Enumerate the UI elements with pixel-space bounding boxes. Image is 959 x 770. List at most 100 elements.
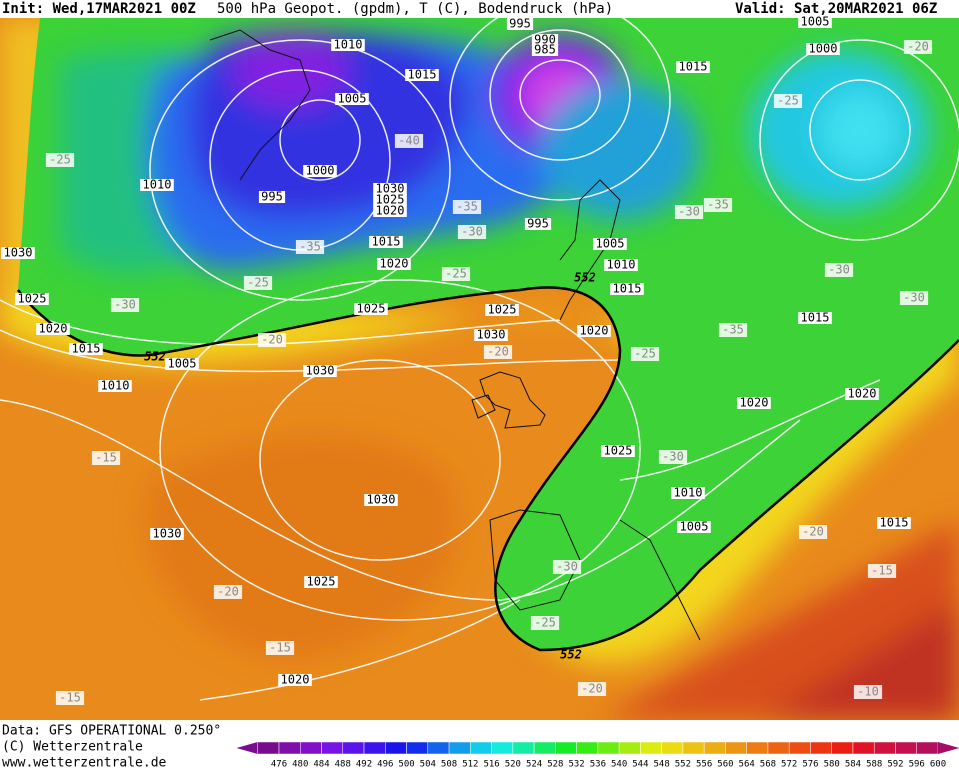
pressure-label-box — [474, 329, 508, 341]
header-bg — [0, 0, 959, 18]
pressure-label: 1020 — [740, 396, 769, 410]
pressure-label: 1020 — [580, 324, 609, 338]
colorbar-cell — [342, 741, 365, 755]
temperature-label-box — [674, 205, 704, 219]
pressure-label-box — [577, 325, 611, 337]
colorbar-cell — [831, 741, 854, 755]
colorbar-cell — [725, 741, 747, 755]
temperature-label: -30 — [828, 263, 850, 277]
pressure-label: 1025 — [307, 575, 336, 589]
temperature-label: -20 — [217, 585, 239, 599]
pressure-label-box — [806, 43, 840, 55]
temperature-label-box — [718, 323, 748, 337]
colorbar-label: 584 — [845, 760, 861, 770]
colorbar-label: 568 — [760, 760, 776, 770]
pressure-label: 1005 — [338, 92, 367, 106]
pressure-label-box — [69, 343, 103, 355]
map-title: 500 hPa Geopot. (gpdm), T (C), Bodendruc… — [217, 1, 613, 17]
map-field — [0, 18, 959, 720]
colorbar-cell — [385, 741, 407, 755]
pressure-label: 995 — [527, 217, 549, 231]
temperature-label-box — [483, 345, 513, 359]
colorbar-cell — [767, 741, 790, 755]
pressure-label: 1000 — [809, 42, 838, 56]
temperature-label-box — [110, 298, 140, 312]
temperature-label-box — [853, 685, 883, 699]
pressure-label: 1030 — [477, 328, 506, 342]
temperature-label-box — [552, 560, 582, 574]
colorbar: 476 480 484 488 492 496 500 504 508 512 516 520 524 5… — [236, 741, 959, 770]
pressure-label-box — [335, 93, 369, 105]
colorbar-cell — [852, 741, 875, 755]
temperature-label: -25 — [777, 94, 799, 108]
temperature-label: -20 — [802, 525, 824, 539]
temperature-label: -30 — [556, 560, 578, 574]
pressure-label: 1020 — [281, 673, 310, 687]
temperature-label-box — [899, 291, 929, 305]
pressure-label-box — [601, 445, 635, 457]
colorbar-end — [938, 742, 959, 754]
valid-time: Valid: Sat,20MAR2021 06Z — [735, 1, 937, 17]
colorbar-cell — [597, 741, 620, 755]
temperature-label-box — [773, 94, 803, 108]
temperature-label-box — [265, 641, 295, 655]
pressure-label-box — [303, 165, 337, 177]
temperature-label: -15 — [59, 691, 81, 705]
temperature-label-box — [630, 347, 660, 361]
pressure-label-box — [604, 259, 638, 271]
pressure-label-box — [524, 218, 552, 230]
pressure-label-box — [98, 380, 132, 392]
colorbar-label: 564 — [739, 760, 755, 770]
temperature-label: -25 — [634, 347, 656, 361]
pressure-label-box — [798, 16, 832, 28]
pressure-label: 1030 — [153, 527, 182, 541]
pressure-label: 995 — [261, 190, 283, 204]
temperature-label-box — [257, 333, 287, 347]
pressure-label: 1030 — [367, 493, 396, 507]
pressure-label: 1015 — [679, 60, 708, 74]
pressure-label-box — [377, 258, 411, 270]
pressure-label: 1025 — [488, 303, 517, 317]
colorbar-cell — [278, 741, 301, 755]
pressure-label: 1010 — [607, 258, 636, 272]
colorbar-label: 576 — [802, 760, 818, 770]
temperature-label-box — [798, 525, 828, 539]
colorbar-label: 500 — [398, 760, 414, 770]
pressure-label-box — [677, 521, 711, 533]
pressure-label-box — [36, 323, 70, 335]
temperature-label: -25 — [49, 153, 71, 167]
pressure-label: 1010 — [334, 38, 363, 52]
colorbar-cell — [916, 741, 939, 755]
height-label: 552 — [560, 648, 582, 662]
pressure-label-box — [531, 44, 559, 56]
temperature-label-box — [45, 153, 75, 167]
pressure-label: 1025 — [357, 302, 386, 316]
temperature-label: -25 — [445, 267, 467, 281]
colorbar-label: 504 — [420, 760, 436, 770]
pressure-label: 985 — [534, 43, 556, 57]
pressure-label: 1015 — [408, 68, 437, 82]
colorbar-cell — [640, 741, 662, 755]
temperature-label: -20 — [907, 40, 929, 54]
colorbar-cell — [682, 741, 705, 755]
pressure-label-box — [373, 205, 407, 217]
pressure-label-box — [278, 674, 312, 686]
colorbar-cell — [895, 741, 917, 755]
temperature-label-box — [452, 200, 482, 214]
temperature-label-box — [867, 564, 897, 578]
colorbar-cell — [257, 741, 280, 755]
temperature-label: -35 — [722, 323, 744, 337]
temperature-label-box — [55, 691, 85, 705]
pressure-label-box — [354, 303, 388, 315]
temperature-label-box — [824, 263, 854, 277]
pressure-label: 1010 — [101, 379, 130, 393]
colorbar-cell — [363, 741, 386, 755]
colorbar-label: 544 — [632, 760, 648, 770]
colorbar-label: 548 — [654, 760, 670, 770]
pressure-label-box — [845, 388, 879, 400]
pressure-label-box — [798, 312, 832, 324]
pressure-label: 1015 — [880, 516, 909, 530]
pressure-label-box — [593, 238, 627, 250]
temperature-label: -25 — [534, 616, 556, 630]
